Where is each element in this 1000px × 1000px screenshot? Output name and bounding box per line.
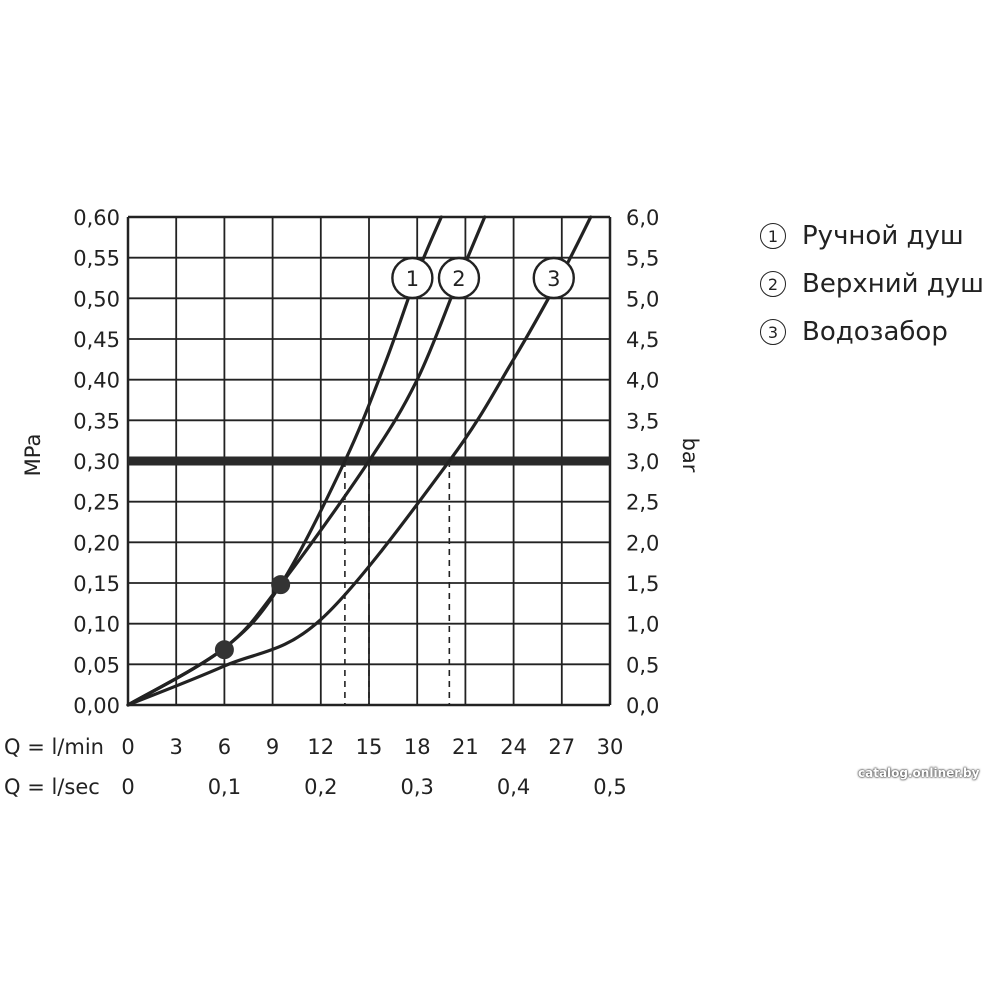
curve-label-1: 1 [391,256,434,300]
x-tick-lsec: 0,5 [593,775,626,799]
y-tick-left: 0,30 [73,450,120,474]
x-tick-lmin: 3 [170,735,183,759]
x-tick-lsec: 0,2 [304,775,337,799]
y-tick-right: 4,5 [626,328,659,352]
y-tick-left: 0,55 [73,247,120,271]
x-tick-lsec: 0,1 [208,775,241,799]
x-tick-lmin: 15 [356,735,383,759]
y-tick-left: 0,10 [73,613,120,637]
y-tick-right: 5,0 [626,287,659,311]
legend-item-water-outlet: 3 Водозабор [760,308,984,356]
legend-number: 1 [760,223,786,249]
x-tick-lmin: 27 [548,735,575,759]
y-tick-right: 2,5 [626,491,659,515]
legend-label: Водозабор [802,317,948,347]
curve-label-3: 3 [532,256,575,300]
x-tick-lsec: 0,3 [400,775,433,799]
marker-point [214,640,234,660]
y-tick-left: 0,50 [73,287,120,311]
x-tick-lmin: 30 [597,735,624,759]
y-axis-left-ticks: 0,00 0,05 0,10 0,15 0,20 0,25 0,30 0,35 0,40 0,45… [73,206,120,718]
legend: 1 Ручной душ 2 Верхний душ 3 Водозабор [760,212,984,356]
dashed-drop-lines [344,461,451,705]
y-tick-right: 2,0 [626,531,659,555]
y-tick-right: 6,0 [626,206,659,230]
y-tick-right: 3,0 [626,450,659,474]
y-tick-right: 0,5 [626,653,659,677]
curve-label-circle [437,256,481,300]
x-tick-lmin: 0 [121,735,134,759]
y-axis-right-title: bar [678,438,702,473]
y-tick-right: 1,5 [626,572,659,596]
x-tick-lmin: 24 [500,735,527,759]
x-tick-lmin: 6 [218,735,231,759]
y-tick-left: 0,15 [73,572,120,596]
y-tick-left: 0,45 [73,328,120,352]
curve-label-2: 2 [437,256,481,300]
marker-point [271,575,291,595]
legend-label: Верхний душ [802,269,984,299]
curve-labels: 1 2 3 [391,256,575,300]
watermark: catalog.onliner.by [858,766,980,780]
curve-label-text: 1 [406,267,419,291]
y-axis-left-title: MPa [21,434,45,477]
legend-label: Ручной душ [802,221,964,251]
x-tick-lmin: 9 [266,735,279,759]
x-axis-ticks: 0 3 6 9 12 15 18 21 24 27 30 0 0,1 0,2 0,3 0,4 0,5 [121,735,626,799]
y-tick-right: 0,0 [626,694,659,718]
y-tick-left: 0,40 [73,369,120,393]
y-tick-left: 0,20 [73,531,120,555]
y-tick-right: 3,5 [626,409,659,433]
y-tick-left: 0,25 [73,491,120,515]
x-row-label-lmin: Q = l/min [4,735,104,759]
y-tick-left: 0,60 [73,206,120,230]
x-tick-lmin: 12 [307,735,334,759]
y-axis-right-ticks: 0,0 0,5 1,0 1,5 2,0 2,5 3,0 3,5 4,0 4,5 5,0 5,5 6,0 [626,206,659,718]
y-tick-right: 5,5 [626,247,659,271]
chart-markers [214,575,291,660]
x-tick-lmin: 18 [404,735,431,759]
y-tick-right: 1,0 [626,613,659,637]
y-tick-left: 0,05 [73,653,120,677]
x-tick-lmin: 21 [452,735,479,759]
legend-number: 2 [760,271,786,297]
x-tick-lsec: 0 [121,775,134,799]
legend-item-overhead-shower: 2 Верхний душ [760,260,984,308]
y-tick-right: 4,0 [626,369,659,393]
y-tick-left: 0,35 [73,409,120,433]
curve-label-text: 3 [547,267,560,291]
x-tick-lsec: 0,4 [497,775,530,799]
legend-item-hand-shower: 1 Ручной душ [760,212,984,260]
curve-label-circle [532,256,575,300]
legend-number: 3 [760,319,786,345]
curve-label-circle [391,256,434,300]
curve-label-text: 2 [452,267,465,291]
x-row-label-lsec: Q = l/sec [4,775,100,799]
y-tick-left: 0,00 [73,694,120,718]
